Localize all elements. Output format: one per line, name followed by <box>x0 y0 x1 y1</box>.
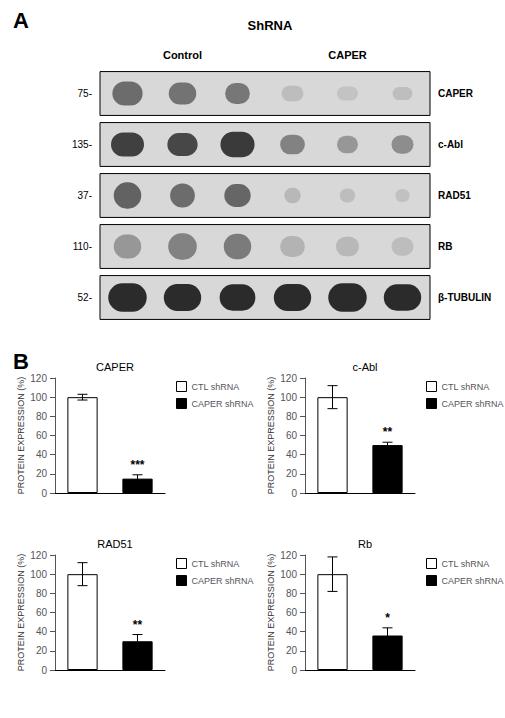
svg-text:**: ** <box>133 618 143 632</box>
svg-text:100: 100 <box>280 392 297 403</box>
svg-text:0: 0 <box>41 665 47 676</box>
svg-text:75-: 75- <box>78 88 92 99</box>
svg-text:20: 20 <box>36 645 48 656</box>
svg-text:80: 80 <box>36 411 48 422</box>
svg-text:CAPER: CAPER <box>438 88 474 99</box>
svg-text:β-TUBULIN: β-TUBULIN <box>438 292 491 303</box>
svg-text:40: 40 <box>36 626 48 637</box>
svg-text:0: 0 <box>291 488 297 499</box>
svg-text:PROTEIN EXPRESSION (%): PROTEIN EXPRESSION (%) <box>266 377 276 495</box>
svg-text:120: 120 <box>30 373 47 384</box>
svg-text:CTL shRNA: CTL shRNA <box>442 559 490 569</box>
svg-text:110-: 110- <box>73 241 92 252</box>
svg-text:20: 20 <box>36 468 48 479</box>
svg-text:CTL shRNA: CTL shRNA <box>442 382 490 392</box>
svg-text:*: * <box>385 611 390 625</box>
svg-text:120: 120 <box>280 550 297 561</box>
svg-text:c-Abl: c-Abl <box>438 139 463 150</box>
svg-text:37-: 37- <box>78 190 92 201</box>
svg-text:ShRNA: ShRNA <box>248 18 293 33</box>
svg-text:100: 100 <box>30 392 47 403</box>
svg-text:B: B <box>13 349 29 374</box>
svg-text:CTL shRNA: CTL shRNA <box>192 382 240 392</box>
svg-text:60: 60 <box>36 607 48 618</box>
svg-text:20: 20 <box>286 468 298 479</box>
svg-text:CAPER shRNA: CAPER shRNA <box>192 576 254 586</box>
svg-text:120: 120 <box>280 373 297 384</box>
svg-text:PROTEIN EXPRESSION (%): PROTEIN EXPRESSION (%) <box>266 554 276 672</box>
svg-text:100: 100 <box>30 569 47 580</box>
svg-text:40: 40 <box>286 626 298 637</box>
svg-text:CAPER: CAPER <box>96 361 134 373</box>
svg-text:CAPER shRNA: CAPER shRNA <box>442 576 504 586</box>
svg-text:Rb: Rb <box>358 538 372 550</box>
svg-text:RAD51: RAD51 <box>438 190 471 201</box>
svg-text:c-Abl: c-Abl <box>352 361 377 373</box>
svg-text:A: A <box>13 8 29 33</box>
svg-text:Control: Control <box>163 49 202 61</box>
svg-text:RB: RB <box>438 241 452 252</box>
svg-text:**: ** <box>383 425 393 439</box>
svg-text:40: 40 <box>36 449 48 460</box>
svg-text:CAPER: CAPER <box>328 49 367 61</box>
svg-text:PROTEIN EXPRESSION (%): PROTEIN EXPRESSION (%) <box>16 554 26 672</box>
svg-text:20: 20 <box>286 645 298 656</box>
svg-text:CAPER shRNA: CAPER shRNA <box>442 399 504 409</box>
svg-text:CTL shRNA: CTL shRNA <box>192 559 240 569</box>
svg-text:80: 80 <box>36 588 48 599</box>
svg-text:60: 60 <box>36 430 48 441</box>
svg-text:135-: 135- <box>72 139 92 150</box>
svg-text:0: 0 <box>41 488 47 499</box>
svg-text:60: 60 <box>286 430 298 441</box>
svg-text:120: 120 <box>30 550 47 561</box>
svg-text:***: *** <box>130 458 144 472</box>
svg-text:80: 80 <box>286 588 298 599</box>
svg-text:CAPER shRNA: CAPER shRNA <box>192 399 254 409</box>
svg-text:0: 0 <box>291 665 297 676</box>
svg-text:RAD51: RAD51 <box>97 538 132 550</box>
svg-text:60: 60 <box>286 607 298 618</box>
svg-text:100: 100 <box>280 569 297 580</box>
svg-text:52-: 52- <box>78 292 92 303</box>
svg-text:PROTEIN EXPRESSION (%): PROTEIN EXPRESSION (%) <box>16 377 26 495</box>
svg-text:80: 80 <box>286 411 298 422</box>
svg-text:40: 40 <box>286 449 298 460</box>
